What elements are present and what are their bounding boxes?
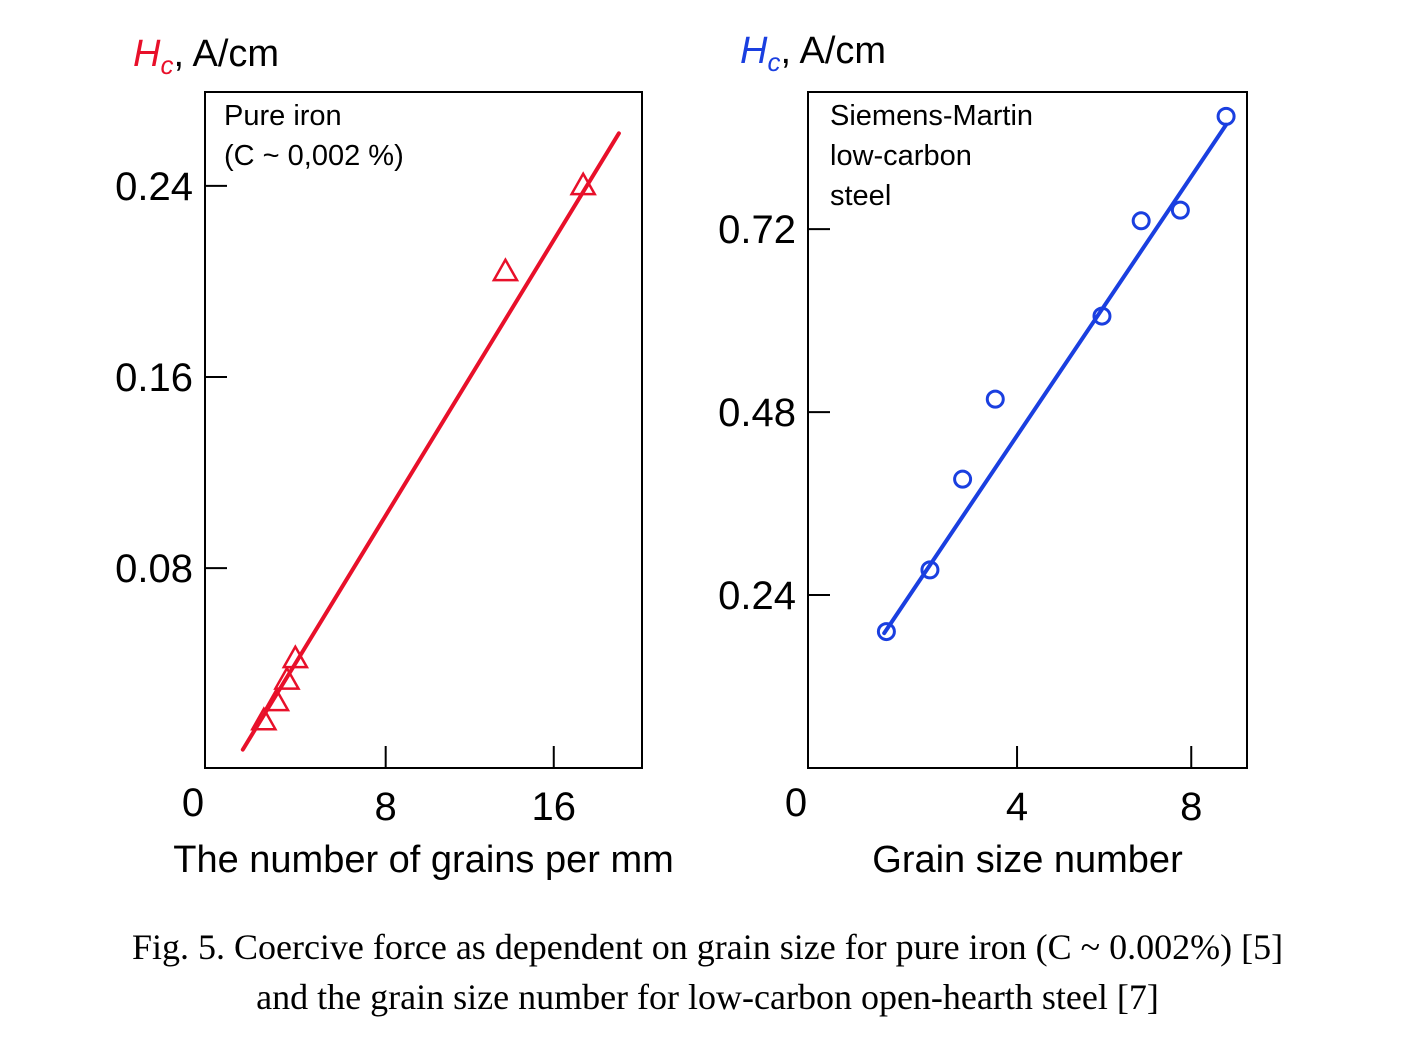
x-origin-label: 0 bbox=[182, 781, 204, 825]
caption-line-1: Fig. 5. Coercive force as dependent on g… bbox=[131, 927, 1284, 967]
y-axis-label-unit: , A/cm bbox=[173, 33, 279, 75]
y-tick-label: 0.24 bbox=[718, 574, 796, 618]
x-origin-label: 0 bbox=[785, 781, 807, 825]
data-point-1 bbox=[876, 622, 896, 642]
fit-line bbox=[240, 131, 621, 752]
data-point-8 bbox=[1216, 106, 1236, 126]
y-axis-label-unit: , A/cm bbox=[780, 30, 886, 72]
fit-line bbox=[882, 122, 1229, 636]
y-tick-label: 0.24 bbox=[115, 165, 193, 209]
annotation-line-2: (C ~ 0,002 %) bbox=[224, 140, 404, 172]
y-tick-label: 0.16 bbox=[115, 356, 193, 400]
y-axis-label-symbol: H bbox=[740, 30, 768, 72]
y-axis-label-symbol: H bbox=[133, 33, 161, 75]
x-tick-label: 16 bbox=[532, 785, 577, 829]
data-point-3 bbox=[953, 469, 973, 489]
data-point-4 bbox=[985, 389, 1005, 409]
x-tick-label: 8 bbox=[375, 785, 397, 829]
data-point-2 bbox=[262, 687, 291, 712]
y-tick-label: 0.08 bbox=[115, 547, 193, 591]
data-point-4 bbox=[281, 644, 310, 669]
data-point-5 bbox=[491, 257, 520, 282]
caption-line-2: and the grain size number for low-carbon… bbox=[256, 977, 1159, 1017]
data-point-5 bbox=[1092, 306, 1112, 326]
y-axis-label: Hc, A/cm bbox=[740, 30, 886, 77]
annotation-line-3: steel bbox=[830, 180, 891, 212]
annotation-line-1: Siemens-Martin bbox=[830, 100, 1033, 132]
figure-caption: Fig. 5. Coercive force as dependent on g… bbox=[0, 922, 1415, 1022]
x-axis-label: Grain size number bbox=[872, 839, 1183, 881]
data-point-6 bbox=[1131, 211, 1151, 231]
annotation-line-2: low-carbon bbox=[830, 140, 972, 172]
data-point-1 bbox=[250, 706, 278, 731]
y-tick-label: 0.72 bbox=[718, 208, 796, 252]
y-axis-label: Hc, A/cm bbox=[133, 33, 279, 80]
annotation-line-1: Pure iron bbox=[224, 100, 342, 132]
plot-frame bbox=[807, 91, 1248, 769]
y-tick-label: 0.48 bbox=[718, 391, 796, 435]
data-point-2 bbox=[920, 560, 940, 580]
data-point-3 bbox=[273, 665, 301, 690]
chart-panel-1: Hc, A/cm Pure iron (C ~ 0,002 %) 0.08 0.16 0.… bbox=[115, 33, 674, 881]
data-point-7 bbox=[1170, 200, 1190, 220]
plot-frame bbox=[204, 91, 643, 769]
x-axis-label: The number of grains per mm bbox=[173, 839, 674, 881]
chart-panel-2: Hc, A/cm Siemens-Martin low-carbon steel 0.2… bbox=[718, 30, 1248, 881]
y-axis-label-subscript: c bbox=[160, 50, 173, 80]
data-point-6 bbox=[569, 171, 597, 196]
x-tick-label: 4 bbox=[1006, 785, 1028, 829]
y-axis-label-subscript: c bbox=[767, 47, 780, 77]
x-tick-label: 8 bbox=[1180, 785, 1202, 829]
